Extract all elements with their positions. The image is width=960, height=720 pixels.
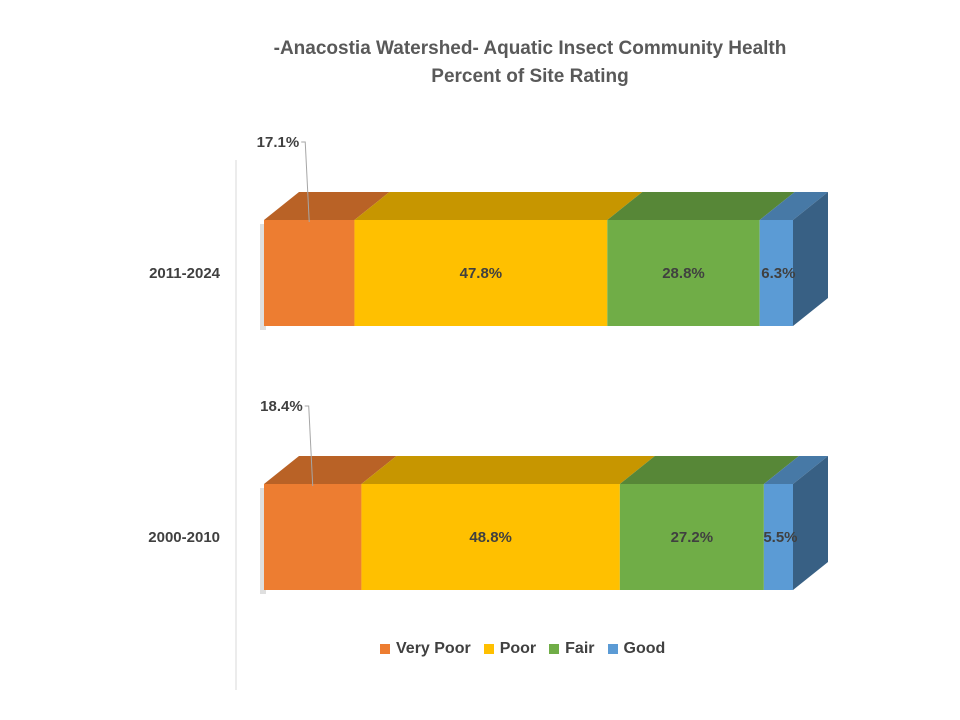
category-label-2011-2024: 2011-2024 [149, 265, 221, 282]
data-label-poor-2011-2024: 47.8% [460, 265, 503, 282]
legend-swatch-good [607, 644, 618, 654]
data-label-fair-2011-2024: 28.8% [662, 265, 705, 282]
bar-poor-2000-2010 [361, 484, 620, 590]
bar-top-very-poor-2000-2010 [264, 456, 397, 484]
data-label-good-2011-2024: 6.3% [761, 265, 795, 282]
bar-fair-2000-2010 [619, 484, 764, 590]
legend-label-very-poor: Very Poor [396, 640, 471, 657]
bar-good-2000-2010 [763, 484, 793, 590]
bar-shadow-2000-2010 [260, 488, 266, 594]
bar-top-very-poor-2011-2024 [264, 192, 390, 220]
category-label-2000-2010: 2000-2010 [148, 529, 220, 546]
chart-subtitle: Percent of Site Rating [431, 66, 629, 87]
legend-swatch-very-poor [380, 644, 390, 654]
bar-top-poor-2011-2024 [354, 192, 643, 220]
bar-side-good-2011-2024 [793, 192, 828, 326]
legend-item-poor: Poor [483, 640, 537, 658]
data-label-very-poor-2011-2024: 17.1% [257, 134, 300, 151]
bar-side-good-2000-2010 [793, 456, 828, 590]
bar-shadow-2011-2024 [260, 224, 266, 330]
bar-top-good-2000-2010 [763, 456, 828, 484]
legend-swatch-poor [483, 644, 494, 654]
bar-very-poor-2011-2024 [264, 220, 355, 326]
data-label-poor-2000-2010: 48.8% [469, 529, 512, 546]
legend: Very Poor Poor Fair Good [380, 640, 678, 658]
data-label-fair-2000-2010: 27.2% [671, 529, 714, 546]
legend-label-poor: Poor [499, 640, 537, 657]
legend-swatch-fair [549, 644, 560, 654]
legend-item-very-poor: Very Poor [380, 640, 471, 658]
data-label-very-poor-2000-2010: 18.4% [260, 398, 303, 415]
data-label-leader-very-poor-2011-2024 [301, 141, 310, 223]
bar-good-2011-2024 [759, 220, 793, 326]
legend-item-fair: Fair [549, 640, 595, 658]
legend-label-fair: Fair [565, 640, 595, 657]
bar-top-good-2011-2024 [759, 192, 828, 220]
legend-label-good: Good [623, 640, 666, 657]
chart-title: -Anacostia Watershed- Aquatic Insect Com… [273, 38, 787, 59]
bar-fair-2011-2024 [607, 220, 760, 326]
legend-item-good: Good [607, 640, 666, 658]
bar-top-fair-2000-2010 [619, 456, 799, 484]
bar-top-poor-2000-2010 [361, 456, 655, 484]
data-label-good-2000-2010: 5.5% [763, 529, 797, 546]
bar-top-fair-2011-2024 [607, 192, 795, 220]
bar-poor-2011-2024 [354, 220, 608, 326]
bar-very-poor-2000-2010 [264, 484, 362, 590]
data-label-leader-very-poor-2000-2010 [304, 405, 314, 487]
